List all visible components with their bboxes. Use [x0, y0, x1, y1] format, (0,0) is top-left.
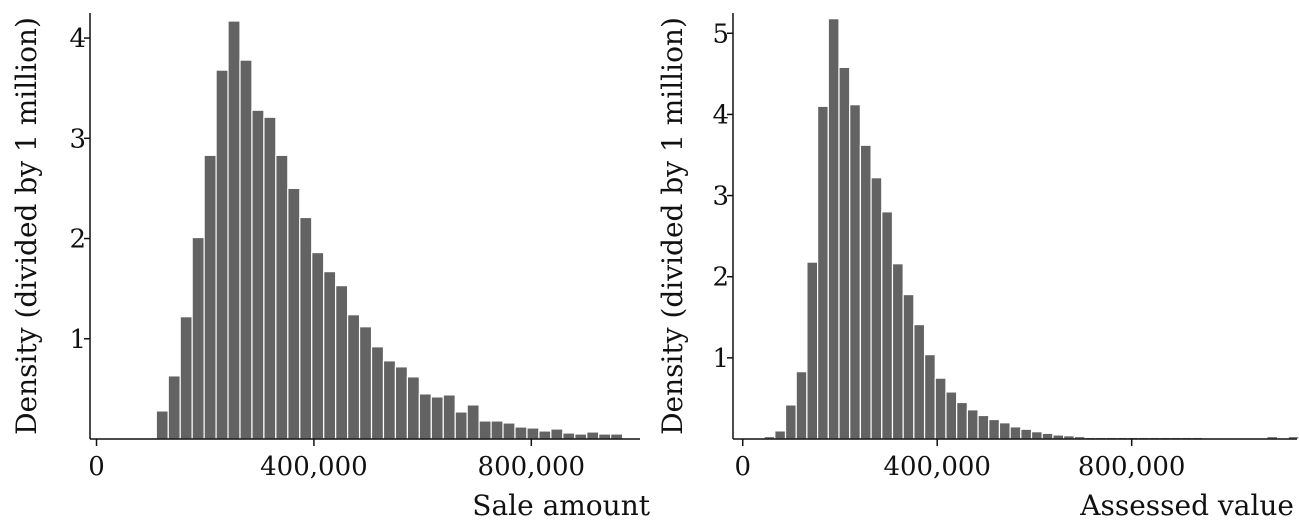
histogram-bar — [827, 18, 840, 440]
x-tick-label: 400,000 — [883, 452, 991, 482]
histogram-bar — [406, 376, 420, 440]
y-tick-label: 5 — [712, 19, 729, 49]
histogram-bar — [394, 366, 408, 440]
y-tick-label: 2 — [712, 263, 729, 293]
histogram-bar — [881, 211, 894, 440]
y-axis-label: Density (divided by 1 million) — [656, 17, 689, 435]
histogram-bar — [418, 393, 432, 440]
y-tick-label: 4 — [69, 24, 86, 54]
histogram-bar — [934, 377, 947, 440]
histogram-bar — [382, 360, 397, 440]
x-ticks: 0 400,000 800,000 — [88, 439, 585, 482]
histogram-bar — [203, 154, 217, 440]
histogram-bar — [816, 105, 829, 440]
x-tick-label: 0 — [88, 452, 105, 482]
histogram-bar — [902, 293, 915, 440]
histogram-bar — [859, 144, 872, 440]
histogram-bar — [945, 391, 958, 440]
histogram-bar — [263, 116, 277, 440]
histogram-bar — [1041, 432, 1054, 440]
histogram-bar — [167, 375, 181, 440]
histogram-bar — [478, 420, 492, 440]
x-axis-label: Sale amount — [472, 489, 650, 522]
histogram-bar — [251, 109, 265, 440]
histogram-bar — [323, 271, 337, 440]
histogram-bar — [574, 433, 588, 440]
histogram-bar — [1009, 426, 1022, 440]
histogram-bar — [610, 433, 624, 440]
histogram-bar — [913, 323, 926, 440]
histogram-bar — [239, 59, 253, 440]
histogram-bar — [502, 422, 516, 440]
x-ticks: 0 400,000 800,000 — [734, 439, 1185, 482]
histogram-bar — [155, 410, 169, 440]
sale-amount-histogram: 1 2 3 4 0 400,000 800,000 Density (divided by… — [10, 13, 651, 522]
histogram-bar — [299, 216, 313, 440]
histogram-bar — [490, 420, 504, 440]
y-ticks: 1 2 3 4 — [69, 24, 90, 355]
sale-amount-bars — [155, 20, 624, 440]
x-tick-label: 800,000 — [478, 452, 586, 482]
assessed-value-bars — [763, 18, 1299, 440]
histogram-bar — [347, 314, 361, 440]
histogram-bar — [454, 411, 468, 440]
assessed-value-histogram: 1 2 3 4 5 0 400,000 800,000 Density (divided b… — [656, 13, 1299, 522]
histogram-bar — [215, 69, 229, 440]
histogram-bar — [538, 430, 552, 440]
histogram-bar — [311, 251, 325, 440]
y-tick-label: 4 — [712, 100, 729, 130]
histogram-bar — [966, 409, 979, 440]
histogram-bar — [1030, 431, 1043, 440]
y-tick-label: 2 — [69, 225, 86, 255]
histogram-bar — [784, 404, 797, 440]
histogram-bar — [514, 426, 528, 440]
histogram-bar — [998, 422, 1011, 440]
histogram-bar — [923, 354, 936, 440]
x-tick-label: 800,000 — [1078, 452, 1186, 482]
y-tick-label: 3 — [712, 182, 729, 212]
histogram-bar — [430, 396, 444, 440]
histogram-bar — [870, 177, 883, 440]
histogram-bar — [838, 66, 851, 440]
histogram-bar — [358, 326, 373, 440]
histogram-bar — [774, 430, 787, 440]
histogram-bar — [956, 401, 968, 440]
y-tick-label: 3 — [69, 124, 86, 154]
histogram-bar — [287, 187, 301, 440]
histogram-bar — [335, 285, 349, 440]
histogram-bar — [562, 432, 576, 440]
x-tick-label: 400,000 — [260, 452, 368, 482]
y-ticks: 1 2 3 4 5 — [712, 19, 733, 374]
histogram-bar — [598, 433, 612, 440]
x-axis-label: Assessed value — [1079, 489, 1294, 522]
histogram-bar — [891, 263, 904, 440]
histogram-bar — [442, 394, 456, 440]
y-axis-label: Density (divided by 1 million) — [10, 17, 43, 435]
histogram-bar — [795, 371, 808, 440]
histogram-bar — [1020, 428, 1033, 440]
histogram-bar — [275, 154, 289, 440]
histogram-bar — [179, 316, 193, 440]
x-tick-label: 0 — [734, 452, 751, 482]
histogram-bar — [586, 431, 600, 440]
histogram-bar — [191, 236, 205, 440]
histogram-bar — [977, 414, 990, 440]
histogram-bar — [806, 261, 819, 440]
histogram-bar — [526, 427, 540, 440]
histogram-bar — [988, 418, 1001, 440]
histogram-bar — [227, 20, 241, 440]
histogram-bar — [849, 104, 861, 440]
y-tick-label: 1 — [712, 344, 729, 374]
histogram-bar — [466, 404, 480, 440]
y-tick-label: 1 — [69, 325, 86, 355]
histogram-bar — [370, 346, 385, 440]
histogram-bar — [550, 428, 564, 440]
